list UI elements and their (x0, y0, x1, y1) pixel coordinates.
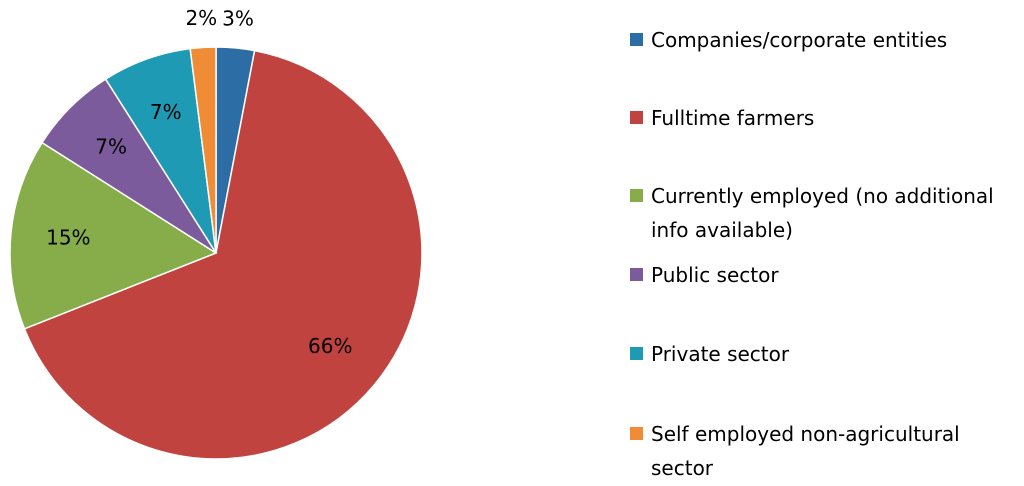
chart: 3% 66% 15% 7% 7% 2% (9, 6, 423, 460)
legend-item: Fulltime farmers (630, 101, 1010, 135)
legend-item: Self employed non-agricultural sector (630, 417, 1010, 485)
legend-label: Currently employed (no additional info a… (651, 184, 994, 242)
legend-item: Public sector (630, 258, 1010, 292)
data-label: 2% (185, 6, 217, 30)
legend-item: Currently employed (no additional info a… (630, 179, 1010, 247)
legend-swatch (630, 33, 643, 46)
pie-slice (23, 49, 423, 460)
legend-item: Private sector (630, 337, 1010, 371)
legend-swatch (630, 347, 643, 360)
data-label: 3% (222, 7, 254, 31)
pie-slice (9, 141, 218, 330)
legend-swatch (630, 111, 643, 124)
legend-label: Companies/corporate entities (651, 28, 948, 52)
legend-label: Fulltime farmers (651, 106, 815, 130)
legend-swatch (630, 427, 643, 440)
legend-label: Public sector (651, 263, 779, 287)
pie-slice (189, 46, 217, 254)
legend-swatch (630, 189, 643, 202)
legend-label: Private sector (651, 342, 790, 366)
legend-item: Companies/corporate entities (630, 23, 1010, 57)
data-label: 15% (46, 226, 90, 250)
data-label: 7% (95, 135, 127, 159)
legend-label: Self employed non-agricultural sector (651, 422, 960, 480)
data-label: 66% (308, 334, 352, 358)
legend-swatch (630, 268, 643, 281)
data-label: 7% (150, 100, 182, 124)
